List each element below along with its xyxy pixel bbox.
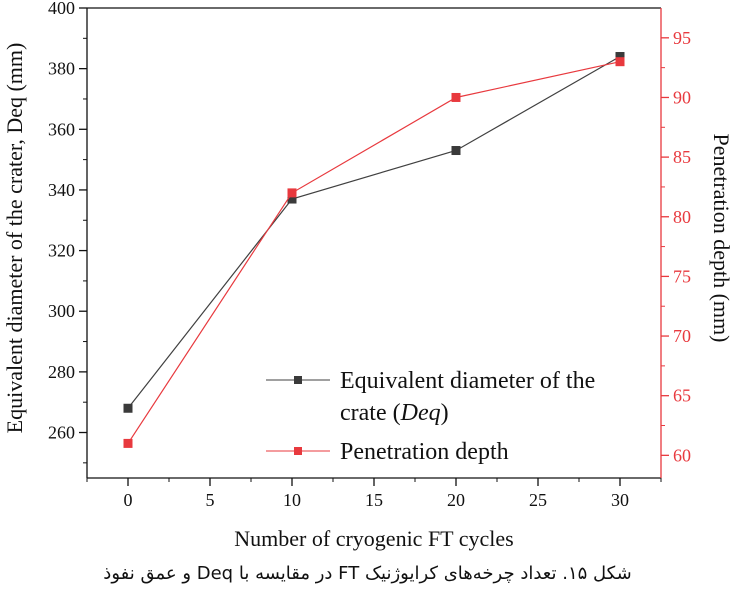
y-left-tick-label: 300	[48, 301, 75, 321]
x-tick-label: 30	[611, 490, 629, 510]
x-tick-label: 0	[124, 490, 133, 510]
legend-label-deq-line2: crate (Deq)	[340, 400, 449, 426]
series-line-1	[127, 61, 621, 444]
y-right-tick-label: 90	[673, 87, 691, 107]
series-1-point	[287, 188, 297, 198]
y-left-tick-label: 320	[48, 241, 75, 261]
x-tick-label: 5	[206, 490, 215, 510]
y-left-tick-label: 280	[48, 362, 75, 382]
legend-label-deq-prefix: crate (	[340, 400, 401, 426]
y-axis-left: 260 280 300 320 340 360 380 400	[48, 0, 87, 464]
series-0-point	[615, 52, 625, 62]
y-right-tick-label: 80	[673, 207, 691, 227]
y-left-tick-label: 400	[48, 0, 75, 18]
series-line-0	[127, 55, 621, 409]
x-axis-title: Number of cryogenic FT cycles	[234, 526, 513, 551]
x-tick-label: 25	[529, 490, 547, 510]
series-1-point	[123, 438, 133, 448]
y-right-tick-label: 85	[673, 147, 691, 167]
legend-label-deq-italic: Deq	[400, 400, 441, 426]
series-0-point	[451, 146, 461, 156]
y-right-tick-label: 70	[673, 326, 691, 346]
y-right-tick-label: 65	[673, 386, 691, 406]
x-tick-label: 10	[283, 490, 301, 510]
x-axis: 0 5 10 15 20 25 30	[86, 478, 662, 510]
y-left-axis-title: Equivalent diameter of the crater, Deq (…	[2, 43, 27, 434]
legend-label-deq-suffix: )	[441, 400, 449, 426]
y-left-tick-label: 340	[48, 180, 75, 200]
series-1-point	[451, 92, 461, 102]
y-left-tick-label: 260	[48, 423, 75, 443]
y-right-tick-label: 60	[673, 445, 691, 465]
legend-label-penetration: Penetration depth	[340, 439, 509, 465]
figure-caption: شکل ۱۵. تعداد چرخه‌های کرایوژنیک FT در م…	[103, 563, 632, 584]
series-0-point	[287, 194, 297, 204]
legend-marker-penetration	[294, 447, 302, 455]
series-layer	[123, 52, 625, 448]
series-0-point	[123, 403, 133, 413]
y-left-tick-label: 380	[48, 59, 75, 79]
series-1-point	[615, 57, 625, 67]
legend-label-deq-line1: Equivalent diameter of the	[340, 368, 595, 394]
y-right-tick-label: 75	[673, 266, 691, 286]
y-axis-right: 60 65 70 75 80 85 90 95	[661, 28, 691, 465]
y-right-axis-title: Penetration depth (mm)	[709, 134, 734, 343]
x-tick-label: 15	[365, 490, 383, 510]
x-tick-label: 20	[447, 490, 465, 510]
legend: Equivalent diameter of the crate (Deq) P…	[266, 368, 595, 465]
plot-frame	[86, 7, 662, 479]
y-right-tick-label: 95	[673, 28, 691, 48]
y-left-tick-label: 360	[48, 119, 75, 139]
legend-marker-deq	[294, 376, 302, 384]
